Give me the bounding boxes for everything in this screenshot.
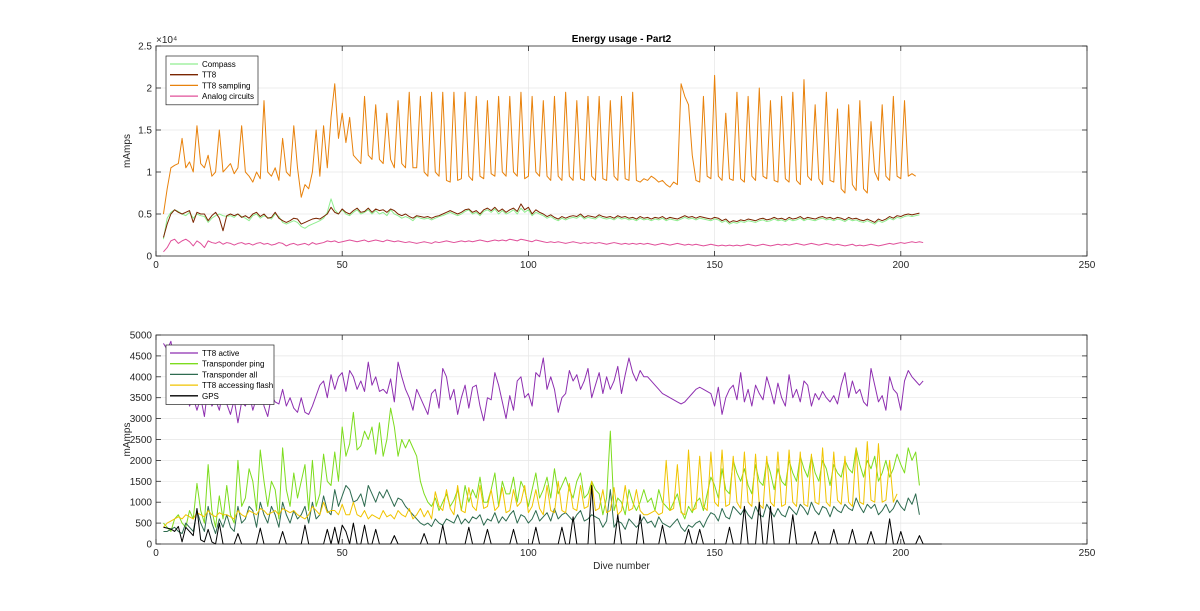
legend-label: TT8 (202, 71, 217, 80)
x-tick-label: 150 (706, 548, 723, 559)
y-tick-label: 500 (135, 519, 152, 530)
y-tick-label: 0.5 (138, 210, 152, 221)
legend-label: TT8 accessing flash (202, 381, 273, 390)
series-line-transponder-ping (163, 407, 920, 532)
x-tick-label: 200 (892, 548, 909, 559)
series-line-transponder-all (163, 484, 920, 535)
y-tick-label: 2000 (130, 456, 153, 467)
series-line-analog-circuits (163, 238, 924, 253)
x-axis-label: Dive number (593, 561, 650, 572)
y-tick-label: 3500 (130, 393, 153, 404)
x-tick-label: 50 (337, 260, 349, 271)
chart-title: Energy usage - Part2 (572, 34, 672, 45)
y-tick-label: 2 (146, 84, 152, 95)
y-tick-label: 1500 (130, 477, 153, 488)
y-tick-label: 1.5 (138, 126, 152, 137)
x-tick-label: 0 (153, 260, 159, 271)
y-tick-label: 0 (146, 540, 152, 551)
y-axis-label: mAmps (122, 423, 133, 457)
legend-label: TT8 sampling (202, 81, 250, 90)
x-tick-label: 150 (706, 260, 723, 271)
y-exponent-label: ×10⁴ (156, 35, 177, 46)
x-tick-label: 250 (1079, 548, 1096, 559)
y-axis-label: mAmps (122, 134, 133, 168)
y-tick-label: 4500 (130, 351, 153, 362)
legend-label: Analog circuits (202, 92, 254, 101)
legend-label: GPS (202, 392, 219, 401)
x-tick-label: 100 (520, 548, 537, 559)
y-tick-label: 1000 (130, 498, 153, 509)
legend-label: TT8 active (202, 349, 240, 358)
series-line-tt8-active (163, 340, 924, 424)
legend-label: Transponder ping (202, 360, 264, 369)
y-tick-label: 3000 (130, 414, 153, 425)
series-line-tt8-accessing-flash (163, 441, 898, 528)
x-tick-label: 50 (337, 548, 349, 559)
x-tick-label: 0 (153, 548, 159, 559)
series-line-compass (162, 198, 920, 240)
legend-label: Compass (202, 60, 236, 69)
y-tick-label: 5000 (130, 331, 153, 342)
y-tick-label: 0 (146, 252, 152, 263)
x-tick-label: 200 (892, 260, 909, 271)
bottom-chart-panel: 0 50 100 150 200 2500500100015002000250030003… (122, 331, 1096, 573)
y-tick-label: 4000 (130, 372, 153, 383)
legend-label: Transponder all (202, 370, 258, 379)
top-chart-panel: 0 50 100 150 200 250 0 0.5 1 1.5 2 2.5 ×10⁴ Energy us… (122, 34, 1096, 271)
series-line-tt8 (162, 203, 920, 238)
x-tick-label: 100 (520, 260, 537, 271)
axes-box (155, 45, 1088, 257)
plot-area (156, 46, 1087, 256)
y-tick-label: 1 (146, 168, 152, 179)
y-tick-label: 2.5 (138, 42, 152, 53)
x-tick-label: 250 (1079, 260, 1096, 271)
y-tick-label: 2500 (130, 435, 153, 446)
series-line-tt8-sampling (162, 74, 916, 215)
